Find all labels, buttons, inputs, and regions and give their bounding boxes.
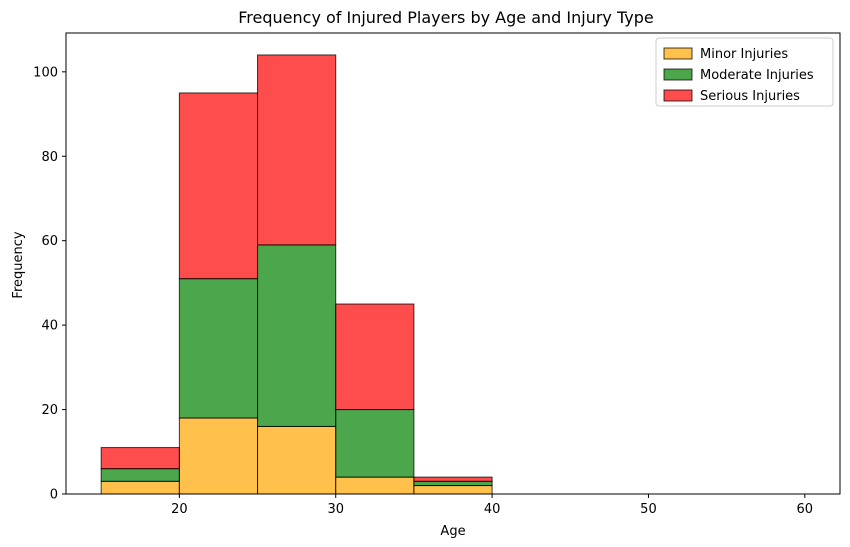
bar-serious-injuries-bin-0 <box>100 447 180 470</box>
y-tick-label: 100 <box>33 65 58 80</box>
bar-moderate-injuries-bin-4 <box>413 480 493 487</box>
chart-title: Frequency of Injured Players by Age and … <box>238 8 653 27</box>
x-tick-label: 60 <box>797 502 814 517</box>
plot-frame <box>65 32 841 495</box>
x-axis-label: Age <box>440 524 465 539</box>
legend: Minor Injuries Moderate Injuries Serious I… <box>655 37 834 107</box>
legend-box <box>655 37 834 107</box>
bar-serious-injuries-bin-3 <box>335 303 415 411</box>
x-tick-label: 50 <box>640 502 657 517</box>
legend-label-moderate-injuries: Moderate Injuries <box>700 68 814 83</box>
bar-serious-injuries-bin-1 <box>178 92 259 280</box>
legend-label-minor-injuries: Minor Injuries <box>700 47 788 62</box>
bar-serious-injuries-bin-4 <box>413 476 493 482</box>
bar-minor-injuries-bin-2 <box>257 425 337 495</box>
bar-serious-injuries-bin-2 <box>257 54 337 246</box>
y-axis-label: Frequency <box>11 231 26 298</box>
bars-group <box>100 54 493 495</box>
x-tick-label: 40 <box>484 502 501 517</box>
y-tick-label: 40 <box>41 319 58 334</box>
y-tick-label: 60 <box>41 234 58 249</box>
bar-minor-injuries-bin-3 <box>335 476 415 495</box>
bar-moderate-injuries-bin-2 <box>257 244 337 427</box>
bar-minor-injuries-bin-4 <box>413 485 493 495</box>
y-tick-label: 80 <box>41 150 58 165</box>
axes-group: 20 30 40 50 60 0 20 40 60 80 100 <box>33 32 841 517</box>
bar-moderate-injuries-bin-0 <box>100 468 180 482</box>
legend-swatch-minor-injuries <box>663 47 693 60</box>
legend-swatch-serious-injuries <box>663 89 693 102</box>
x-tick-label: 30 <box>327 502 344 517</box>
legend-label-serious-injuries: Serious Injuries <box>700 89 800 104</box>
y-tick-label: 20 <box>41 403 58 418</box>
y-tick-label: 0 <box>50 488 58 503</box>
legend-swatch-moderate-injuries <box>663 68 693 81</box>
bar-minor-injuries-bin-1 <box>178 417 259 495</box>
bar-moderate-injuries-bin-3 <box>335 409 415 478</box>
bar-minor-injuries-bin-0 <box>100 480 180 495</box>
x-tick-label: 20 <box>171 502 188 517</box>
bar-moderate-injuries-bin-1 <box>178 278 259 419</box>
